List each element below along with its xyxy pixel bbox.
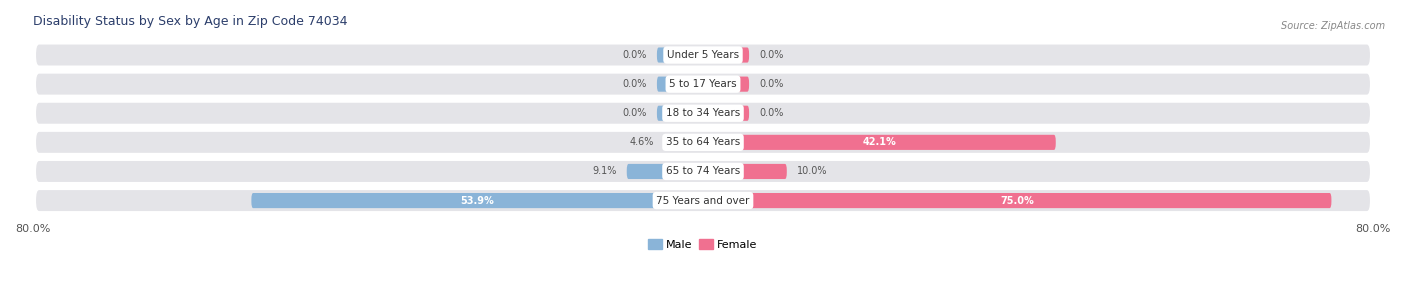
FancyBboxPatch shape [703, 77, 749, 92]
Text: Disability Status by Sex by Age in Zip Code 74034: Disability Status by Sex by Age in Zip C… [32, 15, 347, 28]
FancyBboxPatch shape [703, 48, 749, 63]
Text: 0.0%: 0.0% [623, 50, 647, 60]
Text: Under 5 Years: Under 5 Years [666, 50, 740, 60]
Text: Source: ZipAtlas.com: Source: ZipAtlas.com [1281, 21, 1385, 31]
FancyBboxPatch shape [657, 48, 703, 63]
Text: 10.0%: 10.0% [797, 167, 827, 177]
Text: 9.1%: 9.1% [592, 167, 617, 177]
Text: 65 to 74 Years: 65 to 74 Years [666, 167, 740, 177]
Legend: Male, Female: Male, Female [644, 235, 762, 254]
Text: 0.0%: 0.0% [759, 50, 783, 60]
Text: 75.0%: 75.0% [1000, 196, 1033, 206]
Text: 0.0%: 0.0% [759, 108, 783, 118]
Text: 0.0%: 0.0% [623, 108, 647, 118]
FancyBboxPatch shape [665, 135, 703, 150]
FancyBboxPatch shape [703, 135, 1056, 150]
Text: 5 to 17 Years: 5 to 17 Years [669, 79, 737, 89]
FancyBboxPatch shape [37, 132, 1369, 153]
FancyBboxPatch shape [37, 190, 1369, 211]
FancyBboxPatch shape [657, 77, 703, 92]
FancyBboxPatch shape [657, 106, 703, 121]
FancyBboxPatch shape [703, 164, 787, 179]
FancyBboxPatch shape [37, 45, 1369, 66]
FancyBboxPatch shape [627, 164, 703, 179]
Text: 42.1%: 42.1% [862, 137, 896, 147]
Text: 0.0%: 0.0% [759, 79, 783, 89]
Text: 4.6%: 4.6% [630, 137, 654, 147]
FancyBboxPatch shape [703, 106, 749, 121]
Text: 75 Years and over: 75 Years and over [657, 196, 749, 206]
Text: 18 to 34 Years: 18 to 34 Years [666, 108, 740, 118]
FancyBboxPatch shape [37, 74, 1369, 95]
FancyBboxPatch shape [37, 161, 1369, 182]
FancyBboxPatch shape [252, 193, 703, 208]
FancyBboxPatch shape [703, 193, 1331, 208]
Text: 35 to 64 Years: 35 to 64 Years [666, 137, 740, 147]
Text: 53.9%: 53.9% [460, 196, 494, 206]
FancyBboxPatch shape [37, 103, 1369, 124]
Text: 0.0%: 0.0% [623, 79, 647, 89]
